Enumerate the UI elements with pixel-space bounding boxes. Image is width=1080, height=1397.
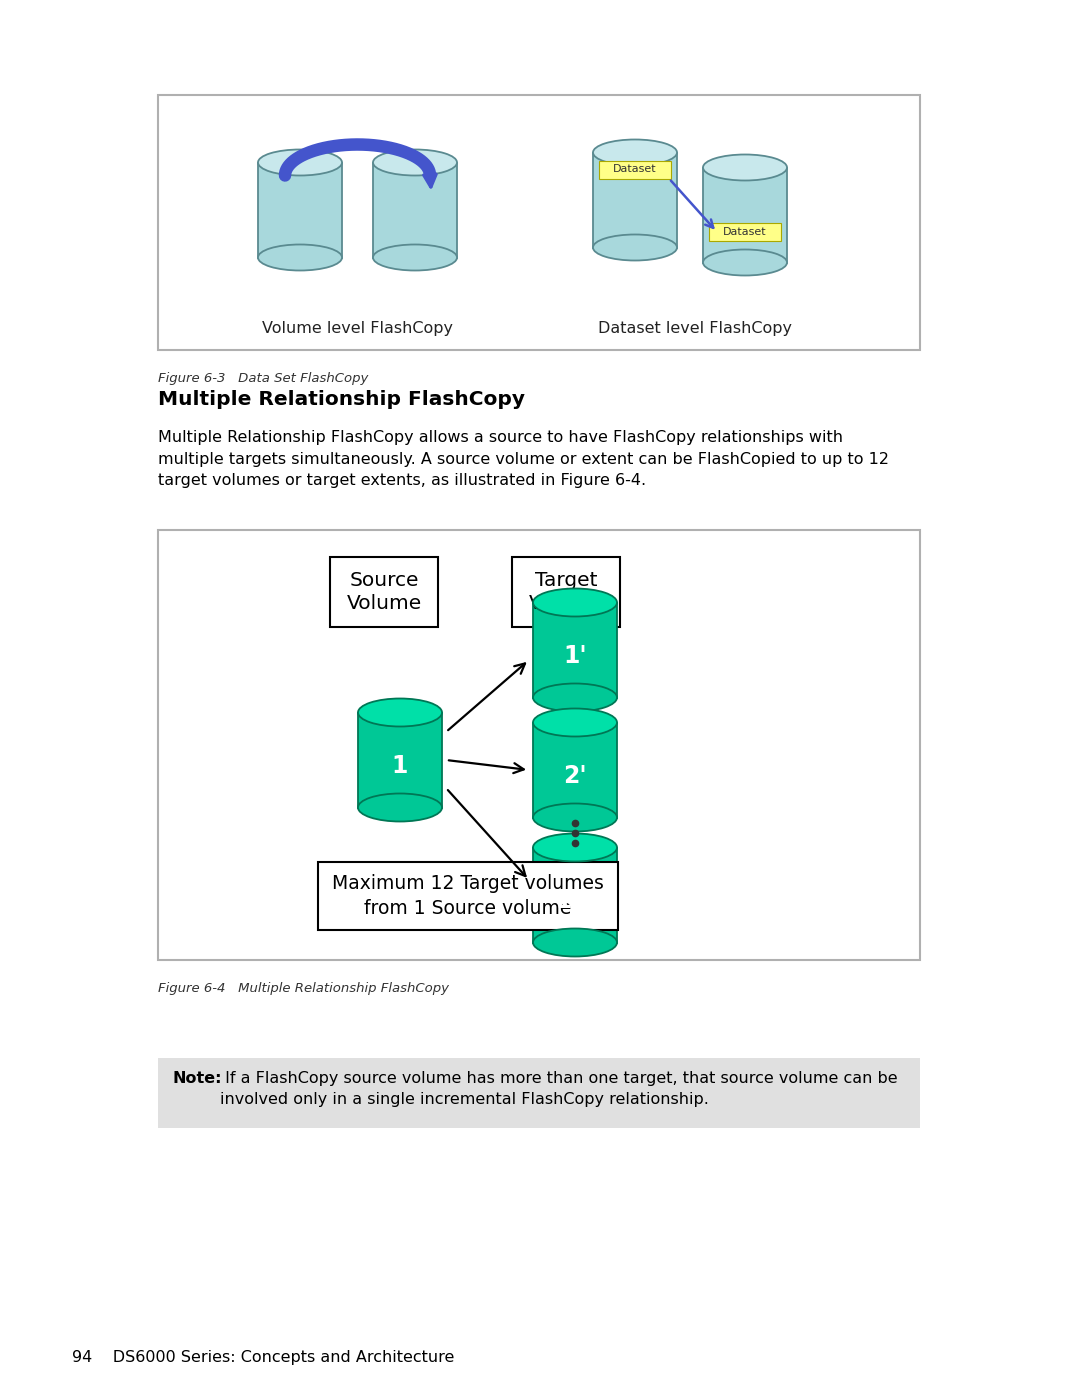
- Text: Volume level FlashCopy: Volume level FlashCopy: [262, 320, 453, 335]
- Bar: [599, 161, 671, 179]
- Bar: [708, 224, 781, 242]
- Bar: [534, 722, 617, 817]
- Ellipse shape: [373, 149, 457, 176]
- Bar: [703, 168, 787, 263]
- Text: 12': 12': [555, 888, 595, 914]
- Ellipse shape: [534, 803, 617, 831]
- Text: 1': 1': [563, 644, 586, 668]
- Bar: [534, 602, 617, 697]
- Text: 94    DS6000 Series: Concepts and Architecture: 94 DS6000 Series: Concepts and Architect…: [72, 1350, 455, 1365]
- Bar: [373, 162, 457, 257]
- Text: Maximum 12 Target volumes
from 1 Source volume: Maximum 12 Target volumes from 1 Source …: [332, 875, 604, 918]
- Bar: [330, 557, 438, 627]
- Text: 1: 1: [392, 754, 408, 778]
- Ellipse shape: [534, 834, 617, 862]
- Ellipse shape: [534, 588, 617, 616]
- Ellipse shape: [593, 235, 677, 260]
- Text: Figure 6-4   Multiple Relationship FlashCopy: Figure 6-4 Multiple Relationship FlashCo…: [158, 982, 449, 995]
- Ellipse shape: [534, 929, 617, 957]
- Text: Target
Volume: Target Volume: [528, 571, 604, 613]
- Text: If a FlashCopy source volume has more than one target, that source volume can be: If a FlashCopy source volume has more th…: [220, 1071, 897, 1106]
- Ellipse shape: [357, 698, 442, 726]
- Text: Dataset level FlashCopy: Dataset level FlashCopy: [598, 320, 792, 335]
- Text: Source
Volume: Source Volume: [347, 571, 421, 613]
- Text: Note:: Note:: [172, 1071, 221, 1085]
- Ellipse shape: [703, 155, 787, 180]
- Ellipse shape: [593, 140, 677, 165]
- Bar: [512, 557, 620, 627]
- Text: Dataset: Dataset: [613, 165, 657, 175]
- Ellipse shape: [258, 244, 342, 271]
- Ellipse shape: [357, 793, 442, 821]
- Bar: [357, 712, 442, 807]
- Text: Multiple Relationship FlashCopy: Multiple Relationship FlashCopy: [158, 390, 525, 409]
- Bar: [158, 529, 920, 960]
- Ellipse shape: [258, 149, 342, 176]
- Text: Multiple Relationship FlashCopy allows a source to have FlashCopy relationships : Multiple Relationship FlashCopy allows a…: [158, 430, 889, 488]
- Ellipse shape: [534, 708, 617, 736]
- Text: Figure 6-3   Data Set FlashCopy: Figure 6-3 Data Set FlashCopy: [158, 372, 368, 386]
- Bar: [593, 152, 677, 247]
- Text: 2': 2': [563, 764, 586, 788]
- Bar: [258, 162, 342, 257]
- Ellipse shape: [534, 683, 617, 711]
- Bar: [534, 848, 617, 943]
- Bar: [318, 862, 618, 930]
- Bar: [158, 95, 920, 351]
- Ellipse shape: [373, 244, 457, 271]
- Text: Dataset: Dataset: [724, 226, 767, 237]
- Bar: [158, 1058, 920, 1127]
- Ellipse shape: [703, 250, 787, 275]
